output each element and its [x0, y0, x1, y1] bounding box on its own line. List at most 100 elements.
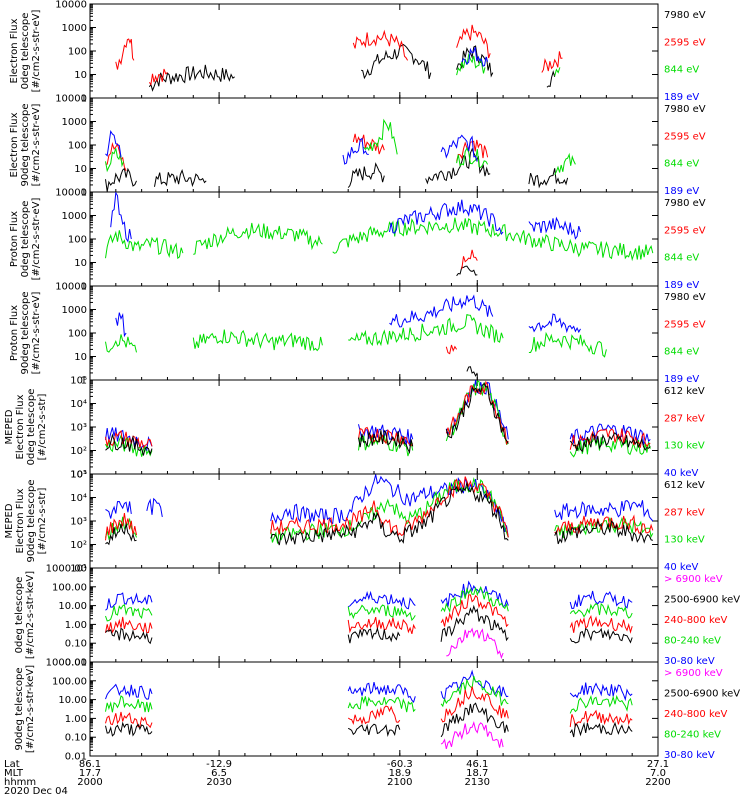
series-line [569, 709, 633, 728]
y-axis-label-line: Electron Flux [15, 394, 26, 459]
series-line [105, 721, 153, 737]
series-line [347, 590, 416, 610]
series-80-240-kev [105, 675, 633, 714]
series-189-ev [110, 192, 581, 243]
series-line [569, 428, 651, 450]
x-tick-label-hhmm: 2100 [387, 777, 412, 788]
y-axis-label-line: 0deg telescope [20, 201, 31, 278]
legend-entry: 130 keV [664, 441, 705, 452]
series-line [440, 594, 509, 628]
series-line [270, 476, 509, 538]
series-line [360, 43, 432, 80]
legend-entry: 80-240 keV [664, 636, 721, 647]
legend-entry: 287 keV [664, 507, 705, 518]
y-tick-label: 10000 [55, 188, 87, 199]
y-tick-label: 1.00 [65, 714, 87, 725]
x-tick-label-hhmm: 2200 [645, 777, 670, 788]
y-axis-label-line: 90deg telescope [20, 103, 31, 186]
series-line [352, 29, 409, 61]
series-line [456, 45, 494, 78]
y-axis-label-line: Proton Flux [9, 305, 20, 361]
y-axis-label-line: [#/cm2-s-str-eV] [31, 292, 42, 375]
series-line [105, 130, 122, 158]
panel-frame [89, 567, 659, 663]
series-189-ev [115, 294, 581, 338]
legend-entry: 80-240 keV [664, 730, 721, 741]
series-line [347, 626, 401, 644]
series-line [148, 64, 235, 92]
legend-entry: 7980 eV [664, 292, 706, 303]
legend-entry: 2595 eV [664, 225, 706, 236]
series-line [146, 497, 163, 517]
series-line [270, 482, 509, 546]
y-tick-label: 10000 [55, 94, 87, 105]
series-line [347, 604, 416, 622]
series-line [569, 682, 633, 702]
legend-entry: 287 keV [664, 413, 705, 424]
series-line [105, 523, 137, 546]
series-line [105, 500, 132, 519]
series-line [445, 382, 509, 444]
y-axis-label-line: MEPED [4, 503, 15, 538]
series-line [554, 152, 576, 176]
y-tick-label: 10 [74, 352, 87, 363]
series-240-800-kev [105, 594, 633, 635]
y-tick-label: 100 [68, 329, 87, 340]
series-group [105, 580, 633, 660]
series-line [110, 192, 132, 243]
y-axis-label-line: [#/cm2-s-str] [37, 487, 48, 554]
x-row-label-hhmm: hhmm [4, 777, 36, 788]
legend-entry: 40 keV [664, 562, 698, 573]
x-tick-label-lat: 86.1 [79, 759, 101, 770]
legend-entry: 612 keV [664, 386, 705, 397]
series-line [456, 139, 489, 162]
y-tick-label: 0.10 [65, 733, 87, 744]
series-line [115, 38, 135, 70]
series-612-kev [105, 382, 651, 456]
series-line [546, 70, 556, 88]
series-line [445, 380, 509, 446]
legend-entry: 7980 eV [664, 10, 706, 21]
series-line [105, 711, 153, 729]
series-line [446, 627, 504, 660]
y-tick-label: 10³ [70, 517, 87, 528]
series-group [105, 669, 633, 750]
y-axis-label-line: [#/cm2-s-str] [37, 393, 48, 460]
legend-entry: 240-800 keV [664, 615, 728, 626]
series-line [105, 430, 153, 449]
y-tick-label: 100 [68, 141, 87, 152]
legend-entry: 844 eV [664, 159, 699, 170]
x-tick-label-lat: -12.9 [206, 759, 232, 770]
series--6900-kev [440, 721, 504, 750]
y-tick-label: 1000 [62, 305, 87, 316]
series-line [358, 429, 414, 454]
series-line [461, 46, 489, 67]
series-line [105, 513, 137, 541]
series-7980-ev [105, 147, 569, 192]
series-line [347, 696, 416, 713]
series-line [192, 329, 323, 352]
series-line [466, 366, 478, 377]
series--6900-kev [446, 627, 504, 660]
series-line [115, 312, 127, 338]
series-844-ev [105, 313, 607, 358]
y-tick-label: 10¹ [70, 564, 87, 575]
legend-entry: 7980 eV [664, 198, 706, 209]
series-844-ev [105, 118, 576, 176]
y-tick-label: 0.10 [65, 639, 87, 650]
series-7980-ev [456, 265, 478, 277]
series-line [554, 519, 653, 545]
legend-entry: > 6900 keV [664, 668, 723, 679]
series-line [569, 590, 633, 610]
series-612-kev [105, 482, 653, 546]
series-line [569, 431, 651, 453]
y-axis-label-line: [#/cm2-s-str-eV] [31, 10, 42, 93]
panel-6: 10¹ 10² 10³ 10⁴ 10⁵ MEPED Electron Flux 90deg t… [4, 470, 705, 575]
y-tick-label: 1000 [62, 211, 87, 222]
y-axis-label-line: [#/cm2-s-str-eV] [31, 198, 42, 281]
legend-entry: 40 keV [664, 468, 698, 479]
series-line [347, 681, 416, 703]
series-line [352, 133, 385, 155]
